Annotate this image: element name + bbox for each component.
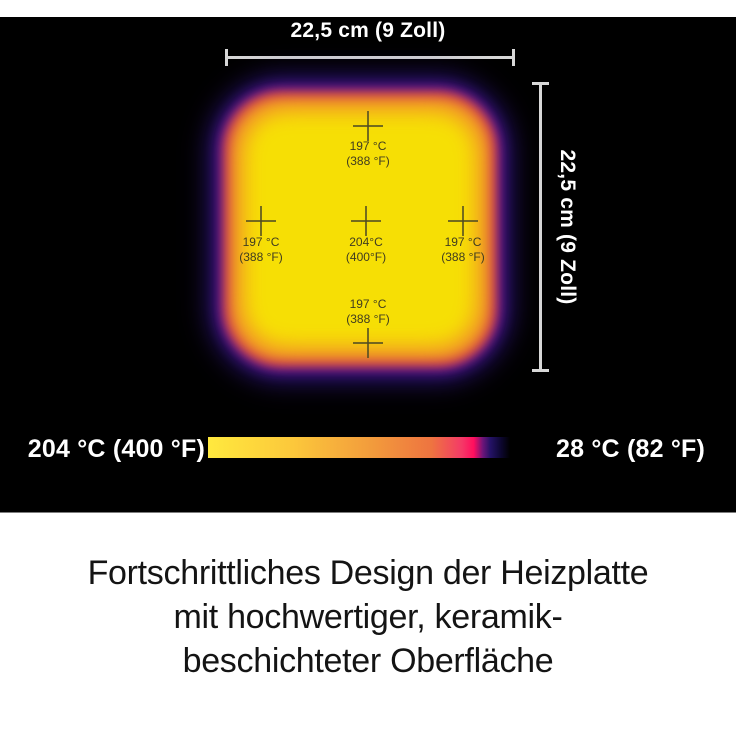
- top-dimension-tick-right: [512, 49, 515, 66]
- heating-plate-thermal-image: [208, 76, 512, 382]
- temp-fahrenheit: (388 °F): [346, 312, 390, 326]
- caption-line-3: beschichteter Oberfläche: [182, 642, 554, 680]
- crosshair-marker-top: [353, 111, 383, 141]
- temperature-reading-right: 197 °C (388 °F): [408, 235, 518, 265]
- temp-celsius: 197 °C: [242, 235, 280, 249]
- right-dimension-label: 22,5 cm (9 Zoll): [556, 149, 579, 305]
- right-dimension-tick-bottom: [532, 369, 549, 372]
- caption-line-2: mit hochwertiger, keramik-: [173, 598, 563, 636]
- temp-fahrenheit: (388 °F): [441, 250, 485, 264]
- temperature-reading-center: 204°C (400°F): [311, 235, 421, 265]
- top-dimension-tick-left: [225, 49, 228, 66]
- temp-celsius: 197 °C: [444, 235, 482, 249]
- crosshair-marker-center: [351, 206, 381, 236]
- product-caption: Fortschrittliches Design der Heizplatte …: [0, 513, 736, 683]
- temp-celsius: 197 °C: [349, 297, 387, 311]
- crosshair-marker-bottom: [353, 328, 383, 358]
- right-dimension-line: [539, 84, 542, 372]
- top-dimension-line: [227, 56, 513, 59]
- scale-hot-label: 204 °C (400 °F): [27, 435, 205, 463]
- temp-celsius: 204°C: [349, 235, 383, 249]
- thermal-image-panel: 22,5 cm (9 Zoll) 22,5 cm (9 Zoll) 197 °C…: [0, 17, 736, 513]
- temperature-reading-bottom: 197 °C (388 °F): [313, 297, 423, 327]
- temp-fahrenheit: (400°F): [345, 250, 387, 264]
- temperature-gradient-bar: [208, 437, 510, 458]
- temp-celsius: 197 °C: [349, 139, 387, 153]
- right-dimension-tick-top: [532, 82, 549, 85]
- crosshair-marker-left: [246, 206, 276, 236]
- temp-fahrenheit: (388 °F): [346, 154, 390, 168]
- crosshair-marker-right: [448, 206, 478, 236]
- heat-layer-yellow: [242, 110, 478, 348]
- temperature-reading-left: 197 °C (388 °F): [206, 235, 316, 265]
- caption-line-1: Fortschrittliches Design der Heizplatte: [87, 554, 649, 592]
- temp-fahrenheit: (388 °F): [239, 250, 283, 264]
- top-dimension-label: 22,5 cm (9 Zoll): [290, 19, 446, 42]
- temperature-reading-top: 197 °C (388 °F): [313, 139, 423, 169]
- scale-cold-label: 28 °C (82 °F): [556, 435, 706, 463]
